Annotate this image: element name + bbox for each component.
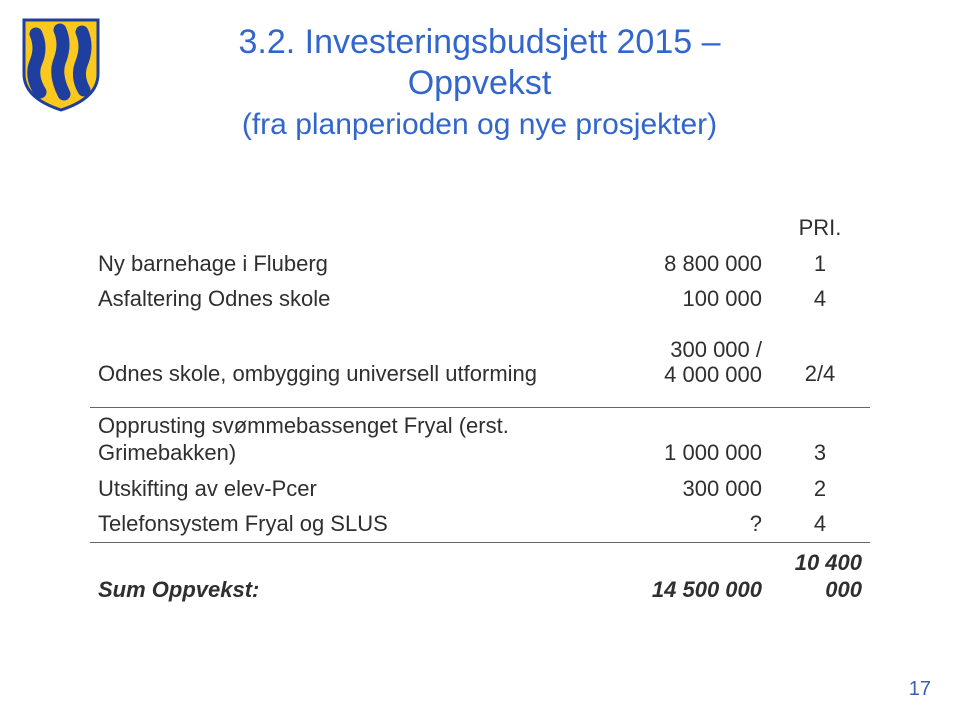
table-sum-row: Sum Oppvekst: 14 500 000 10 400 000 bbox=[90, 542, 870, 608]
table-row: Utskifting av elev-Pcer 300 000 2 bbox=[90, 471, 870, 507]
row-pri: 1 bbox=[770, 246, 870, 282]
row-pri: 2/4 bbox=[770, 333, 870, 392]
row-value: 8 800 000 bbox=[630, 246, 770, 282]
page-number: 17 bbox=[909, 678, 931, 701]
table-row: Ny barnehage i Fluberg 8 800 000 1 bbox=[90, 246, 870, 282]
row-pri: 2 bbox=[770, 471, 870, 507]
row-label: Ny barnehage i Fluberg bbox=[90, 246, 630, 282]
title-line-1: 3.2. Investeringsbudsjett 2015 – bbox=[0, 22, 959, 63]
table-row: Opprusting svømmebassenget Fryal (erst. … bbox=[90, 407, 870, 471]
row-label: Odnes skole, ombygging universell utform… bbox=[90, 333, 630, 392]
row-pri: 3 bbox=[770, 407, 870, 471]
row-label: Utskifting av elev-Pcer bbox=[90, 471, 630, 507]
slide-title: 3.2. Investeringsbudsjett 2015 – Oppveks… bbox=[0, 22, 959, 142]
row-pri: 4 bbox=[770, 506, 870, 542]
sum-pri: 10 400 000 bbox=[770, 542, 870, 608]
sum-value: 14 500 000 bbox=[630, 542, 770, 608]
table-row: Telefonsystem Fryal og SLUS ? 4 bbox=[90, 506, 870, 542]
row-label: Telefonsystem Fryal og SLUS bbox=[90, 506, 630, 542]
title-line-2: Oppvekst bbox=[0, 63, 959, 104]
header-pri: PRI. bbox=[770, 210, 870, 246]
title-subtitle: (fra planperioden og nye prosjekter) bbox=[0, 108, 959, 142]
row-pri: 4 bbox=[770, 281, 870, 317]
table-row-multiline: Odnes skole, ombygging universell utform… bbox=[90, 333, 870, 392]
row-label: Asfaltering Odnes skole bbox=[90, 281, 630, 317]
row-value: 300 000 / 4 000 000 bbox=[630, 333, 770, 392]
row-value: ? bbox=[630, 506, 770, 542]
row-value: 1 000 000 bbox=[630, 407, 770, 471]
row-value: 100 000 bbox=[630, 281, 770, 317]
table-header-row: PRI. bbox=[90, 210, 870, 246]
budget-table: PRI. Ny barnehage i Fluberg 8 800 000 1 … bbox=[90, 210, 870, 608]
row-label: Opprusting svømmebassenget Fryal (erst. … bbox=[90, 407, 630, 471]
row-value: 300 000 bbox=[630, 471, 770, 507]
table-row: Asfaltering Odnes skole 100 000 4 bbox=[90, 281, 870, 317]
sum-label: Sum Oppvekst: bbox=[90, 542, 630, 608]
